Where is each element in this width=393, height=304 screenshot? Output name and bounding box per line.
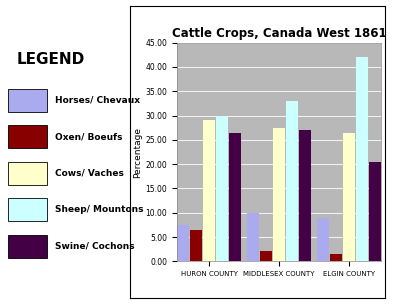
Bar xyxy=(286,101,298,261)
Bar xyxy=(177,225,189,261)
Bar xyxy=(217,116,228,261)
Bar xyxy=(343,133,354,261)
Bar xyxy=(190,230,202,261)
FancyBboxPatch shape xyxy=(8,89,47,112)
Text: Sheep/ Mountons: Sheep/ Mountons xyxy=(55,205,143,214)
Title: Cattle Crops, Canada West 1861: Cattle Crops, Canada West 1861 xyxy=(172,27,386,40)
Y-axis label: Percentage: Percentage xyxy=(134,126,143,178)
Bar xyxy=(369,162,381,261)
Text: Cows/ Vaches: Cows/ Vaches xyxy=(55,169,124,178)
Text: LEGEND: LEGEND xyxy=(17,52,85,67)
Bar xyxy=(317,218,329,261)
Bar xyxy=(230,133,241,261)
Bar xyxy=(356,57,368,261)
FancyBboxPatch shape xyxy=(8,198,47,221)
Bar xyxy=(299,130,311,261)
Bar xyxy=(260,251,272,261)
Text: Swine/ Cochons: Swine/ Cochons xyxy=(55,242,135,251)
Bar xyxy=(273,128,285,261)
FancyBboxPatch shape xyxy=(8,126,47,148)
Bar xyxy=(330,254,342,261)
Bar xyxy=(247,213,259,261)
Bar xyxy=(204,120,215,261)
FancyBboxPatch shape xyxy=(8,162,47,185)
FancyBboxPatch shape xyxy=(8,235,47,258)
Text: Oxen/ Boeufs: Oxen/ Boeufs xyxy=(55,132,123,141)
Text: Horses/ Chevaux: Horses/ Chevaux xyxy=(55,96,140,105)
